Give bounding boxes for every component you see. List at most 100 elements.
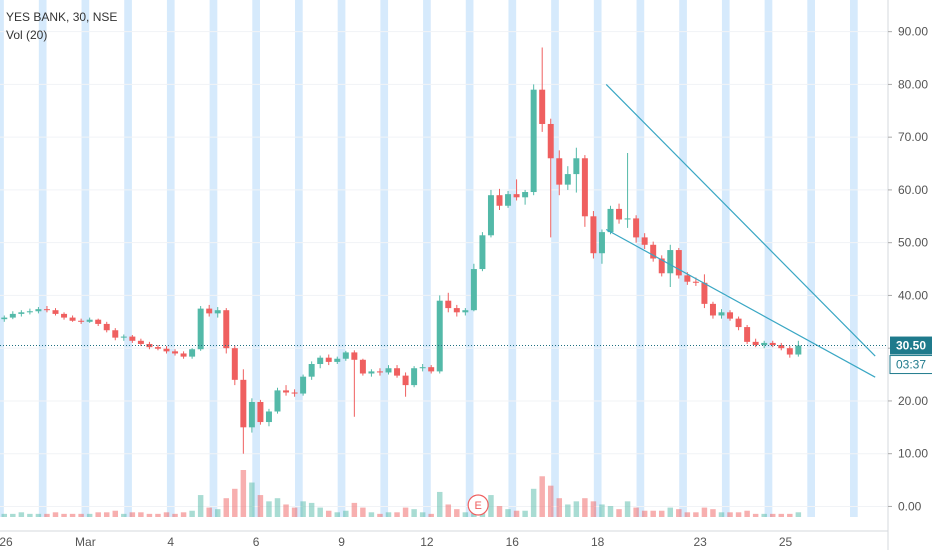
candle-body-77: [658, 258, 665, 274]
volume-bar-80: [684, 512, 691, 517]
candle-body-4: [35, 309, 42, 312]
volume-bar-45: [385, 512, 392, 517]
session-band-4: [166, 0, 175, 517]
volume-bar-16: [138, 512, 144, 517]
volume-bar-79: [676, 509, 682, 517]
candle-body-38: [325, 357, 332, 362]
volume-bar-42: [360, 507, 366, 517]
candle-body-26: [223, 310, 230, 349]
volume-bar-84: [718, 512, 725, 517]
volume-bar-58: [496, 506, 503, 517]
volume-bar-0: [1, 513, 8, 517]
candle-body-22: [189, 349, 196, 357]
session-band-19: [807, 0, 815, 517]
volume-bar-92: [787, 513, 793, 517]
volume-bar-30: [257, 495, 264, 517]
candle-body-57: [487, 195, 494, 236]
session-bands: [0, 0, 858, 517]
candle-body-13: [112, 330, 119, 338]
candle-body-46: [394, 368, 401, 376]
volume-bar-10: [86, 513, 93, 517]
chart-legend: YES BANK, 30, NSE Vol (20): [6, 8, 117, 44]
candle-body-75: [641, 237, 648, 245]
x-tick-label-6: 16: [506, 535, 520, 549]
volume-bar-49: [419, 512, 426, 517]
symbol-title[interactable]: YES BANK, 30, NSE: [6, 10, 118, 24]
candle-body-64: [547, 123, 554, 159]
volume-bar-93: [795, 512, 802, 517]
volume-bar-88: [752, 513, 759, 517]
volume-bar-62: [530, 488, 537, 517]
candle-body-66: [564, 174, 571, 185]
candle-body-5: [43, 309, 50, 311]
x-tick-label-9: 25: [779, 535, 793, 549]
session-band-10: [423, 0, 431, 517]
candle-body-80: [684, 275, 691, 282]
grid-lines: [0, 31, 888, 507]
y-tick-label-8: 10.00: [898, 447, 928, 461]
volume-bar-63: [539, 476, 545, 517]
candle-body-86: [735, 318, 742, 328]
candle-body-69: [590, 216, 597, 254]
volume-bar-33: [283, 504, 289, 517]
x-tick-label-3: 6: [253, 535, 260, 549]
session-band-20: [850, 0, 858, 517]
volume-bar-89: [761, 513, 767, 517]
candle-body-45: [385, 368, 392, 373]
volume-bar-3: [27, 513, 33, 517]
trendlines[interactable]: [605, 83, 876, 378]
candle-body-7: [61, 313, 68, 318]
volume-bar-5: [44, 513, 50, 517]
volume-bar-22: [189, 510, 195, 517]
candle-body-84: [718, 312, 725, 316]
volume-bar-47: [402, 507, 409, 517]
volume-bar-21: [180, 512, 187, 517]
x-tick-label-2: 4: [167, 535, 174, 549]
candle-body-60: [513, 194, 520, 198]
session-band-3: [124, 0, 132, 517]
y-tick-label-5: 40.00: [898, 288, 928, 302]
candle-body-20: [172, 351, 179, 354]
volume-bar-24: [206, 507, 212, 517]
candle-body-12: [103, 323, 110, 331]
candle-body-93: [795, 345, 802, 355]
candle-body-30: [257, 401, 264, 423]
volume-bar-34: [291, 507, 298, 517]
trendline-0[interactable]: [605, 83, 876, 357]
y-tick-label-2: 70.00: [898, 130, 928, 144]
volume-bar-32: [274, 498, 281, 517]
volume-bar-37: [317, 507, 323, 517]
volume-bar-43: [368, 512, 375, 517]
candle-body-2: [18, 312, 25, 314]
trendline-1[interactable]: [605, 228, 876, 378]
candle-body-17: [146, 343, 153, 348]
volume-bar-7: [61, 513, 67, 517]
session-band-13: [551, 0, 559, 517]
earnings-marker[interactable]: [467, 494, 489, 516]
candle-body-6: [52, 310, 59, 314]
candle-body-9: [78, 320, 85, 322]
candle-body-37: [317, 357, 324, 365]
volume-bar-54: [462, 512, 469, 517]
candle-body-24: [206, 308, 213, 314]
price-tag-bg: [890, 336, 932, 355]
volume-bar-68: [582, 498, 588, 517]
candle-body-83: [709, 303, 716, 316]
session-band-11: [465, 0, 474, 517]
candle-body-21: [180, 353, 187, 357]
volume-indicator-label[interactable]: Vol (20): [6, 28, 48, 42]
candle-body-72: [616, 208, 623, 220]
candle-body-40: [342, 352, 349, 359]
candle-body-36: [308, 364, 315, 377]
candle-body-74: [633, 218, 640, 238]
candle-body-32: [274, 390, 281, 412]
session-band-9: [380, 0, 389, 517]
price-tag-label: 30.50: [896, 339, 926, 353]
countdown-bg: [889, 355, 932, 375]
x-tick-label-8: 23: [693, 535, 707, 549]
volume-bar-90: [769, 513, 776, 517]
volume-bar-31: [266, 501, 272, 517]
volume-bar-9: [78, 513, 84, 517]
